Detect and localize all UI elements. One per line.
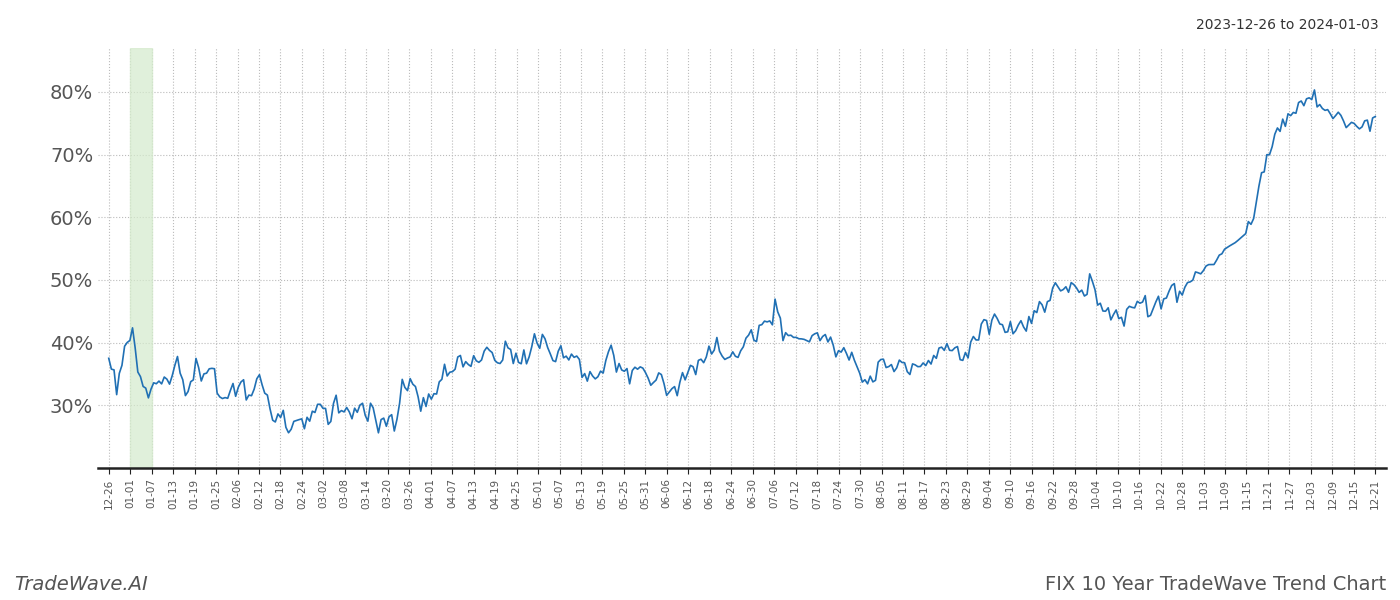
Bar: [130, 48, 151, 468]
Text: TradeWave.AI: TradeWave.AI: [14, 575, 148, 594]
Text: FIX 10 Year TradeWave Trend Chart: FIX 10 Year TradeWave Trend Chart: [1044, 575, 1386, 594]
Text: 2023-12-26 to 2024-01-03: 2023-12-26 to 2024-01-03: [1197, 18, 1379, 32]
